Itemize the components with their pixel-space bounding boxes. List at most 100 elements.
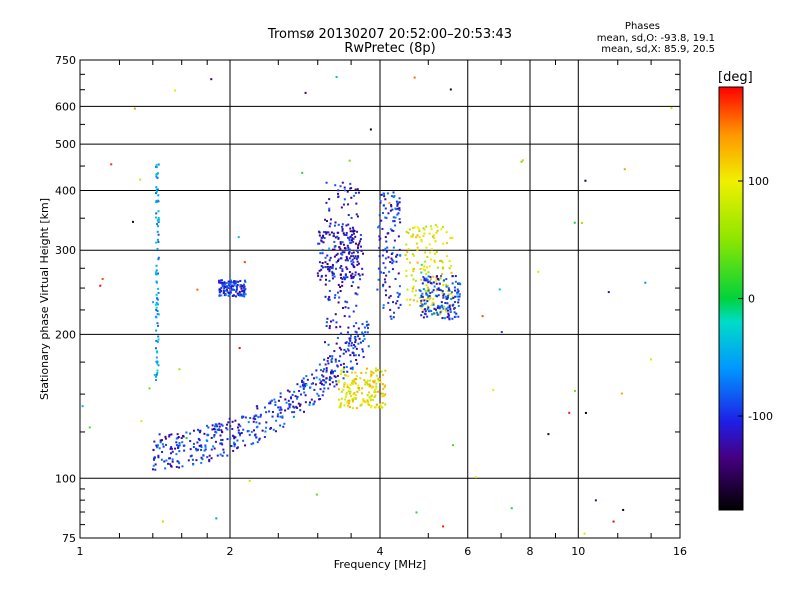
- scatter-point: [346, 348, 349, 351]
- scatter-point: [352, 276, 355, 279]
- scatter-point: [285, 401, 288, 404]
- scatter-point: [422, 316, 425, 319]
- scatter-point: [358, 337, 361, 340]
- scatter-point: [387, 232, 390, 235]
- scatter-point: [391, 268, 394, 271]
- scatter-point: [151, 468, 154, 471]
- scatter-point: [455, 312, 458, 315]
- scatter-point: [399, 303, 402, 306]
- scatter-point: [345, 350, 348, 353]
- scatter-point: [156, 340, 159, 343]
- scatter-point: [438, 307, 441, 310]
- scatter-point: [155, 308, 158, 311]
- scatter-point: [154, 271, 157, 274]
- scatter-point: [258, 438, 261, 441]
- scatter-point: [318, 378, 321, 381]
- scatter-point: [352, 251, 355, 254]
- scatter-point: [333, 275, 336, 278]
- scatter-point: [413, 254, 416, 257]
- scatter-point: [237, 429, 240, 432]
- scatter-point: [177, 461, 180, 464]
- scatter-point: [339, 273, 342, 276]
- scatter-point: [348, 387, 351, 390]
- scatter-point: [252, 442, 255, 445]
- scatter-point: [279, 392, 282, 395]
- scatter-point: [170, 465, 173, 468]
- scatter-point: [258, 422, 261, 425]
- scatter-point: [325, 181, 328, 184]
- scatter-point: [354, 382, 357, 385]
- scatter-point: [398, 197, 401, 200]
- y-tick-label: 750: [55, 54, 76, 67]
- scatter-point: [208, 460, 211, 463]
- scatter-point: [429, 251, 432, 254]
- scatter-point: [412, 227, 415, 230]
- scatter-point: [235, 280, 238, 283]
- scatter-point: [243, 292, 246, 295]
- scatter-point: [427, 289, 430, 292]
- scatter-point: [438, 305, 441, 308]
- scatter-point: [387, 212, 390, 215]
- scatter-point: [336, 231, 339, 234]
- scatter-point: [338, 346, 341, 349]
- scatter-point: [192, 446, 195, 449]
- scatter-point: [164, 435, 167, 438]
- scatter-point: [325, 220, 328, 223]
- scatter-point: [381, 395, 384, 398]
- scatter-point: [227, 284, 230, 287]
- scatter-point: [373, 396, 376, 399]
- scatter-point: [396, 300, 399, 303]
- scatter-point: [416, 234, 419, 237]
- scatter-point: [222, 283, 225, 286]
- scatter-point: [237, 280, 240, 283]
- scatter-point: [240, 287, 243, 290]
- scatter-point: [157, 454, 160, 457]
- scatter-point: [335, 342, 338, 345]
- scatter-point: [405, 275, 408, 278]
- scatter-point: [440, 275, 443, 278]
- scatter-point: [156, 297, 159, 300]
- scatter-point: [349, 230, 352, 233]
- scatter-point: [429, 308, 432, 311]
- scatter-point: [423, 299, 426, 302]
- scatter-point: [333, 248, 336, 251]
- scatter-point: [357, 386, 360, 389]
- scatter-point: [221, 285, 224, 288]
- scatter-point: [155, 190, 158, 193]
- scatter-point: [132, 220, 135, 223]
- scatter-point: [337, 189, 340, 192]
- scatter-point: [170, 452, 173, 455]
- scatter-point: [341, 228, 344, 231]
- scatter-point: [154, 216, 157, 219]
- scatter-point: [384, 247, 387, 250]
- scatter-point: [326, 359, 329, 362]
- scatter-point: [227, 421, 230, 424]
- scatter-point: [325, 232, 328, 235]
- scatter-point: [210, 78, 213, 81]
- scatter-point: [390, 253, 393, 256]
- scatter-point: [351, 379, 354, 382]
- scatter-point: [196, 288, 199, 291]
- scatter-point: [352, 381, 355, 384]
- x-tick-label: 10: [571, 545, 585, 558]
- scatter-point: [368, 385, 371, 388]
- scatter-point: [240, 432, 243, 435]
- scatter-point: [446, 309, 449, 312]
- scatter-point: [265, 421, 268, 424]
- scatter-point: [436, 266, 439, 269]
- scatter-point: [425, 266, 428, 269]
- scatter-point: [347, 252, 350, 255]
- scatter-point: [255, 426, 258, 429]
- scatter-point: [434, 240, 437, 243]
- scatter-point: [88, 426, 91, 429]
- scatter-point: [352, 237, 355, 240]
- scatter-point: [155, 293, 158, 296]
- scatter-point: [353, 336, 356, 339]
- scatter-point: [177, 444, 180, 447]
- scatter-point: [156, 371, 159, 374]
- scatter-point: [231, 420, 234, 423]
- scatter-point: [384, 236, 387, 239]
- scatter-point: [612, 520, 615, 523]
- scatter-point: [383, 385, 386, 388]
- scatter-point: [327, 357, 330, 360]
